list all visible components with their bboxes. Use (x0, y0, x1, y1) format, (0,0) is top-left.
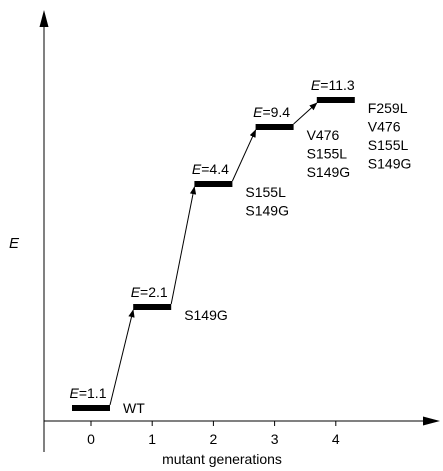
mutation-label: S149G (368, 156, 412, 172)
energy-level-bar (316, 97, 355, 103)
transition-arrow (170, 186, 197, 305)
energy-value-label: E=11.3 (311, 77, 355, 93)
mutation-label: S149G (245, 203, 289, 219)
transition-arrow (231, 129, 257, 182)
transition-arrow (293, 102, 318, 125)
transition-arrow (109, 309, 135, 406)
x-axis-label: mutant generations (162, 451, 282, 467)
energy-level-bar (72, 405, 110, 411)
energy-level-bar (133, 304, 172, 310)
mutation-label: S149G (184, 307, 228, 323)
energy-level-bar (194, 181, 233, 187)
energy-value-label: E=1.1 (70, 385, 107, 401)
mutation-label: S155L (307, 146, 348, 162)
mutation-label: S155L (245, 184, 286, 200)
x-tick-label: 0 (87, 431, 95, 447)
mutation-label: S149G (307, 164, 351, 180)
energy-value-label: E=4.4 (192, 161, 229, 177)
x-tick-label: 2 (210, 431, 218, 447)
x-tick-label: 4 (332, 431, 340, 447)
mutation-label: S155L (368, 137, 409, 153)
mutation-label: F259L (368, 100, 408, 116)
y-axis-arrowhead (39, 10, 49, 27)
x-tick-label: 1 (148, 431, 156, 447)
energy-value-label: E=9.4 (253, 104, 290, 120)
mutation-label: WT (123, 400, 145, 416)
energy-level-bar (255, 124, 294, 130)
x-axis-arrowhead (423, 416, 440, 426)
x-tick-label: 3 (271, 431, 279, 447)
mutation-label: V476 (307, 127, 340, 143)
mutation-label: V476 (368, 119, 401, 135)
y-axis-label: E (9, 235, 20, 252)
energy-value-label: E=2.1 (131, 284, 168, 300)
